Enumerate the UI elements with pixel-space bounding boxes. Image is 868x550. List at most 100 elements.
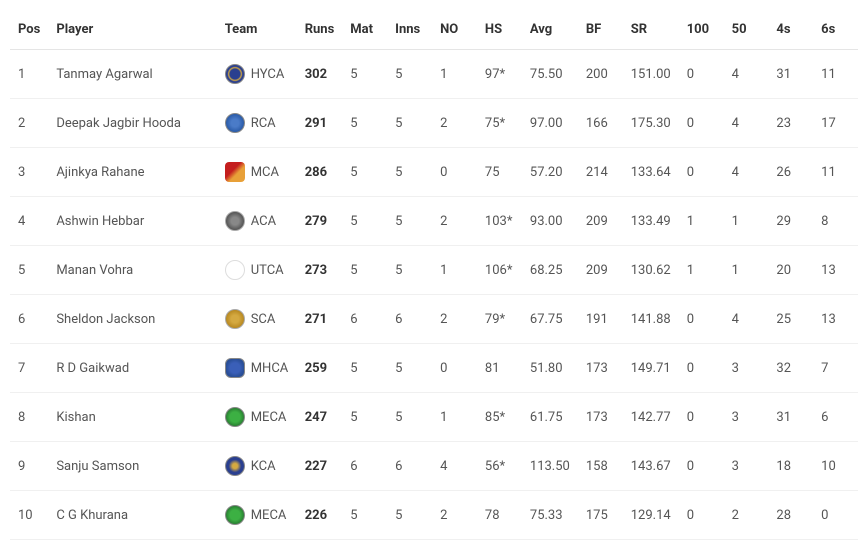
cell-hs: 106* [477,246,522,295]
team-abbr: ACA [251,214,276,229]
cell-player[interactable]: Sheldon Jackson [48,295,216,344]
cell-bf: 173 [578,344,623,393]
cell-50: 2 [724,491,769,540]
cell-avg: 75.50 [522,50,578,99]
col-pos: Pos [10,10,48,50]
table-row[interactable]: 4 Ashwin Hebbar ACA 279 5 5 2 103* 93.00… [10,197,858,246]
cell-team[interactable]: RCA [217,99,297,148]
cell-hs: 78 [477,491,522,540]
cell-team[interactable]: HYCA [217,50,297,99]
team-logo-icon [225,162,245,182]
cell-pos: 2 [10,99,48,148]
cell-player[interactable]: Manan Vohra [48,246,216,295]
cell-team[interactable]: MHCA [217,344,297,393]
team-logo-icon [225,260,245,280]
cell-team[interactable]: MECA [217,393,297,442]
cell-bf: 166 [578,99,623,148]
cell-avg: 97.00 [522,99,578,148]
cell-6s: 13 [813,295,858,344]
cell-player[interactable]: Ashwin Hebbar [48,197,216,246]
cell-player[interactable]: C G Khurana [48,491,216,540]
cell-mat: 5 [342,491,387,540]
cell-pos: 10 [10,491,48,540]
table-row[interactable]: 1 Tanmay Agarwal HYCA 302 5 5 1 97* 75.5… [10,50,858,99]
cell-player[interactable]: R D Gaikwad [48,344,216,393]
cell-sr: 133.64 [623,148,679,197]
cell-no: 1 [432,393,477,442]
cell-team[interactable]: KCA [217,442,297,491]
cell-avg: 75.33 [522,491,578,540]
team-abbr: KCA [251,459,276,474]
team-logo-icon [225,407,245,427]
cell-avg: 67.75 [522,295,578,344]
cell-team[interactable]: SCA [217,295,297,344]
cell-runs: 259 [297,344,343,393]
cell-100: 0 [679,295,724,344]
cell-6s: 11 [813,148,858,197]
cell-no: 1 [432,246,477,295]
cell-4s: 20 [768,246,813,295]
table-row[interactable]: 5 Manan Vohra UTCA 273 5 5 1 106* 68.25 … [10,246,858,295]
cell-6s: 10 [813,442,858,491]
cell-100: 1 [679,246,724,295]
cell-hs: 103* [477,197,522,246]
cell-pos: 8 [10,393,48,442]
cell-pos: 1 [10,50,48,99]
cell-inns: 6 [387,442,432,491]
cell-pos: 5 [10,246,48,295]
col-runs: Runs [297,10,343,50]
team-abbr: MHCA [251,361,289,376]
col-hs: HS [477,10,522,50]
cell-player[interactable]: Kishan [48,393,216,442]
cell-runs: 279 [297,197,343,246]
cell-inns: 5 [387,197,432,246]
cell-team[interactable]: ACA [217,197,297,246]
cell-no: 2 [432,99,477,148]
team-abbr: MECA [251,410,287,425]
cell-50: 1 [724,197,769,246]
cell-player[interactable]: Tanmay Agarwal [48,50,216,99]
cell-inns: 5 [387,491,432,540]
team-abbr: MECA [251,508,287,523]
table-row[interactable]: 3 Ajinkya Rahane MCA 286 5 5 0 75 57.20 … [10,148,858,197]
cell-sr: 141.88 [623,295,679,344]
table-row[interactable]: 8 Kishan MECA 247 5 5 1 85* 61.75 173 14… [10,393,858,442]
cell-100: 0 [679,50,724,99]
cell-inns: 5 [387,246,432,295]
col-6s: 6s [813,10,858,50]
cell-player[interactable]: Deepak Jagbir Hooda [48,99,216,148]
table-row[interactable]: 2 Deepak Jagbir Hooda RCA 291 5 5 2 75* … [10,99,858,148]
cell-100: 0 [679,491,724,540]
cell-sr: 133.49 [623,197,679,246]
cell-no: 4 [432,442,477,491]
cell-bf: 173 [578,393,623,442]
table-row[interactable]: 9 Sanju Samson KCA 227 6 6 4 56* 113.50 … [10,442,858,491]
cell-bf: 209 [578,246,623,295]
cell-runs: 286 [297,148,343,197]
cell-avg: 57.20 [522,148,578,197]
team-logo-icon [225,211,245,231]
cell-6s: 8 [813,197,858,246]
cell-4s: 29 [768,197,813,246]
cell-avg: 93.00 [522,197,578,246]
team-abbr: MCA [251,165,279,180]
cell-team[interactable]: MCA [217,148,297,197]
cell-4s: 23 [768,99,813,148]
cell-6s: 11 [813,50,858,99]
cell-player[interactable]: Ajinkya Rahane [48,148,216,197]
table-row[interactable]: 7 R D Gaikwad MHCA 259 5 5 0 81 51.80 17… [10,344,858,393]
table-row[interactable]: 6 Sheldon Jackson SCA 271 6 6 2 79* 67.7… [10,295,858,344]
cell-team[interactable]: MECA [217,491,297,540]
cell-sr: 142.77 [623,393,679,442]
team-logo-icon [225,358,245,378]
cell-6s: 17 [813,99,858,148]
table-row[interactable]: 10 C G Khurana MECA 226 5 5 2 78 75.33 1… [10,491,858,540]
cell-6s: 0 [813,491,858,540]
col-player: Player [48,10,216,50]
cell-50: 3 [724,344,769,393]
cell-mat: 5 [342,50,387,99]
cell-player[interactable]: Sanju Samson [48,442,216,491]
cell-team[interactable]: UTCA [217,246,297,295]
cell-hs: 85* [477,393,522,442]
cell-inns: 5 [387,148,432,197]
